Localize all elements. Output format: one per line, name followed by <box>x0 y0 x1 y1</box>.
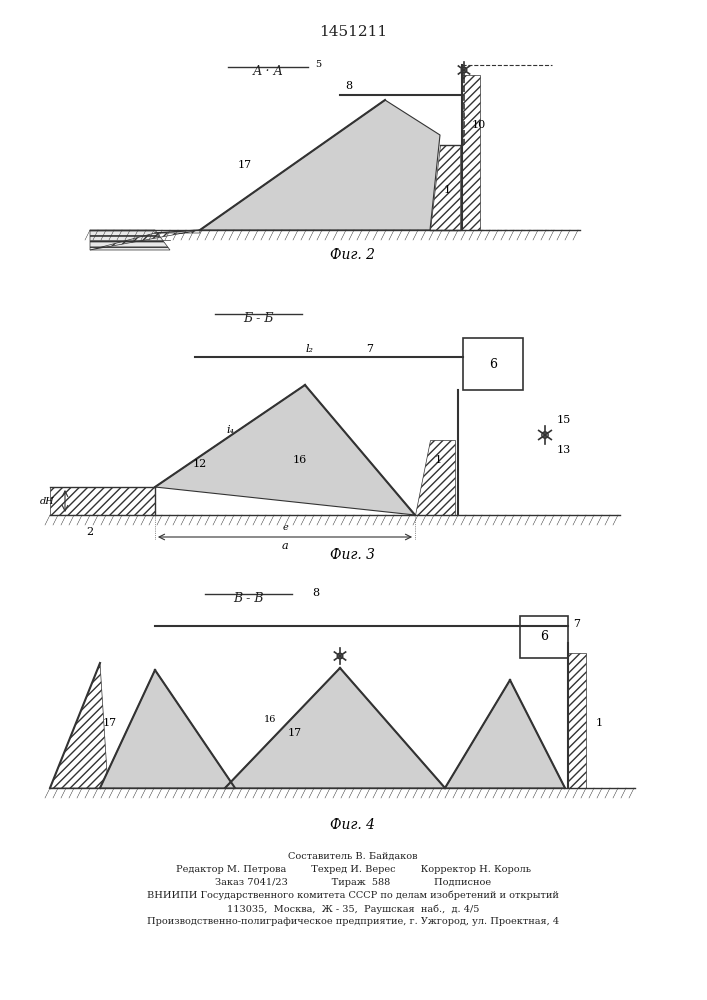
Text: Б - Б: Б - Б <box>243 312 273 325</box>
Text: 1: 1 <box>596 718 603 728</box>
Text: Производственно-полиграфическое предприятие, г. Ужгород, ул. Проектная, 4: Производственно-полиграфическое предприя… <box>147 917 559 926</box>
Bar <box>463 338 523 390</box>
Text: e: e <box>282 523 288 532</box>
Text: 1: 1 <box>434 455 442 465</box>
Text: l₂: l₂ <box>306 344 314 354</box>
Text: 16: 16 <box>293 455 307 465</box>
Text: 8: 8 <box>345 81 352 91</box>
Text: 7: 7 <box>573 619 580 629</box>
Text: 1: 1 <box>444 185 451 195</box>
Text: 17: 17 <box>238 160 252 170</box>
Text: Составитель В. Байдаков: Составитель В. Байдаков <box>288 852 418 861</box>
Text: 6: 6 <box>540 631 548 644</box>
Text: В - В: В - В <box>233 592 263 605</box>
Polygon shape <box>155 385 415 515</box>
Polygon shape <box>90 230 170 250</box>
Bar <box>520 616 568 658</box>
Text: Фиг. 3: Фиг. 3 <box>330 548 375 562</box>
Text: 17: 17 <box>103 718 117 728</box>
Text: a: a <box>281 541 288 551</box>
Text: 1451211: 1451211 <box>319 25 387 39</box>
Polygon shape <box>200 100 440 230</box>
Text: i₄: i₄ <box>226 425 234 435</box>
Text: 10: 10 <box>472 120 486 130</box>
Text: 15: 15 <box>557 415 571 425</box>
Text: 113035,  Москва,  Ж - 35,  Раушская  наб.,  д. 4/5: 113035, Москва, Ж - 35, Раушская наб., д… <box>227 904 479 914</box>
Text: 16: 16 <box>264 716 276 724</box>
Text: 7: 7 <box>366 344 373 354</box>
Text: 5: 5 <box>315 60 321 69</box>
Text: Фиг. 2: Фиг. 2 <box>330 248 375 262</box>
Text: ВНИИПИ Государственного комитета СССР по делам изобретений и открытий: ВНИИПИ Государственного комитета СССР по… <box>147 891 559 900</box>
Text: 12: 12 <box>193 459 207 469</box>
Text: А · А: А · А <box>252 65 284 78</box>
Text: 13: 13 <box>557 445 571 455</box>
Text: Редактор М. Петрова        Техред И. Верес        Корректор Н. Король: Редактор М. Петрова Техред И. Верес Корр… <box>175 865 530 874</box>
Polygon shape <box>225 668 445 788</box>
Text: Фиг. 4: Фиг. 4 <box>330 818 375 832</box>
Text: 2: 2 <box>86 527 93 537</box>
Text: 6: 6 <box>489 358 497 370</box>
Text: 17: 17 <box>288 728 302 738</box>
Text: 8: 8 <box>312 588 319 598</box>
Text: Заказ 7041/23              Тираж  588              Подписное: Заказ 7041/23 Тираж 588 Подписное <box>215 878 491 887</box>
Polygon shape <box>100 670 235 788</box>
Polygon shape <box>445 680 565 788</box>
Text: dH: dH <box>40 496 55 506</box>
